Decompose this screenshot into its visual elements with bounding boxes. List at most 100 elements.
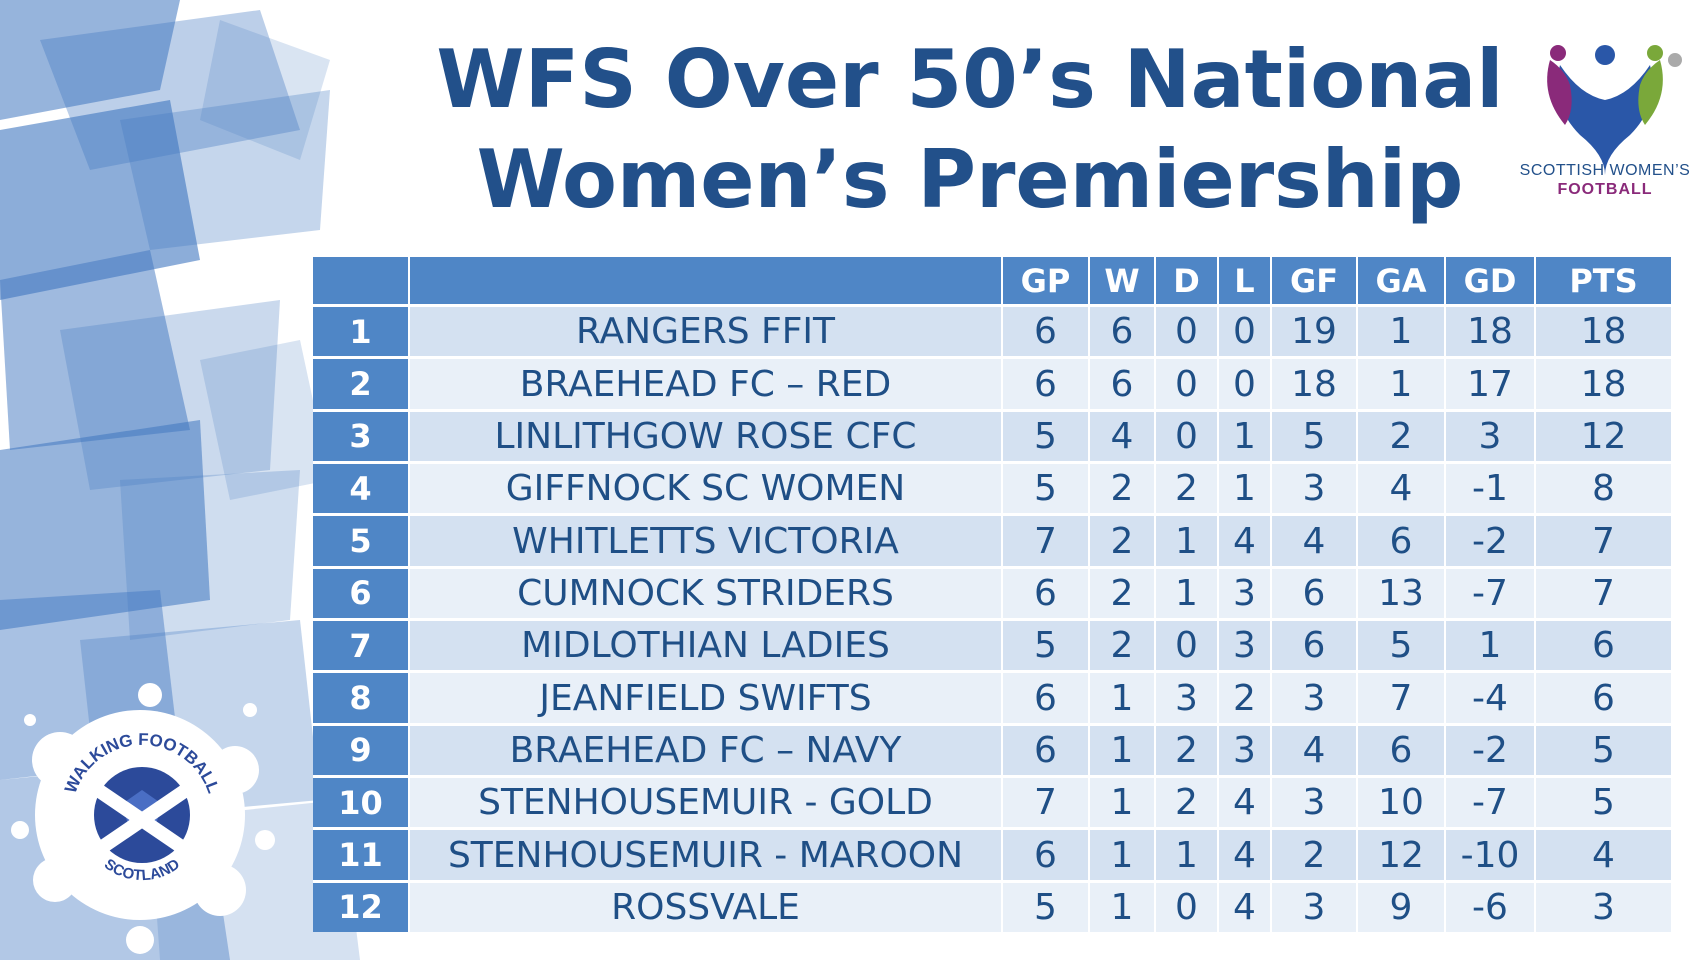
stat-cell: -2 — [1445, 513, 1536, 568]
stat-cell: 7 — [1357, 670, 1446, 725]
team-name-cell: CUMNOCK STRIDERS — [409, 565, 1003, 620]
stat-cell: 10 — [1357, 775, 1446, 829]
team-name-cell: MIDLOTHIAN LADIES — [409, 618, 1003, 672]
stat-cell: 0 — [1218, 303, 1272, 358]
column-header: GP — [1002, 257, 1090, 306]
table-row: 6 CUMNOCK STRIDERS 6 2 1 3 6 13 -7 7 — [313, 565, 1673, 620]
stat-cell: 6 — [1002, 827, 1090, 882]
stat-cell: 5 — [1271, 408, 1358, 463]
stat-cell: -7 — [1445, 565, 1536, 620]
stat-cell: 0 — [1155, 356, 1219, 411]
column-header — [409, 257, 1003, 306]
stat-cell: 1 — [1089, 879, 1156, 932]
stat-cell: 6 — [1535, 670, 1673, 725]
position-cell: 3 — [313, 408, 410, 463]
table-row: 9 BRAEHEAD FC – NAVY 6 1 2 3 4 6 -2 5 — [313, 722, 1673, 777]
position-cell: 4 — [313, 461, 410, 515]
stat-cell: 1 — [1155, 565, 1219, 620]
position-cell: 8 — [313, 670, 410, 725]
stat-cell: 12 — [1357, 827, 1446, 882]
team-name-cell: LINLITHGOW ROSE CFC — [409, 408, 1003, 463]
logo-text-line-2: FOOTBALL — [1557, 181, 1653, 198]
stat-cell: 0 — [1155, 879, 1219, 932]
stat-cell: 7 — [1535, 513, 1673, 568]
table-row: 4 GIFFNOCK SC WOMEN 5 2 2 1 3 4 -1 8 — [313, 461, 1673, 515]
stat-cell: 3 — [1445, 408, 1536, 463]
stat-cell: 2 — [1218, 670, 1272, 725]
stat-cell: 1 — [1155, 827, 1219, 882]
stat-cell: 6 — [1357, 513, 1446, 568]
stat-cell: 6 — [1002, 670, 1090, 725]
position-cell: 10 — [313, 775, 410, 829]
team-name-cell: STENHOUSEMUIR - MAROON — [409, 827, 1003, 882]
stat-cell: 3 — [1271, 670, 1358, 725]
stat-cell: 4 — [1271, 722, 1358, 777]
stat-cell: 6 — [1357, 722, 1446, 777]
stat-cell: 4 — [1357, 461, 1446, 515]
table-row: 3 LINLITHGOW ROSE CFC 5 4 0 1 5 2 3 12 — [313, 408, 1673, 463]
stat-cell: 2 — [1089, 565, 1156, 620]
logo-text-line-1: SCOTTISH WOMEN’S — [1519, 162, 1691, 179]
stat-cell: 18 — [1535, 303, 1673, 358]
stat-cell: 6 — [1271, 565, 1358, 620]
stat-cell: 6 — [1002, 356, 1090, 411]
position-cell: 12 — [313, 879, 410, 932]
position-cell: 9 — [313, 722, 410, 777]
stat-cell: 6 — [1089, 356, 1156, 411]
position-cell: 1 — [313, 303, 410, 358]
stat-cell: 7 — [1535, 565, 1673, 620]
team-name-cell: BRAEHEAD FC – NAVY — [409, 722, 1003, 777]
table-row: 10 STENHOUSEMUIR - GOLD 7 1 2 4 3 10 -7 5 — [313, 775, 1673, 829]
stat-cell: 5 — [1357, 618, 1446, 672]
stat-cell: 4 — [1218, 513, 1272, 568]
position-cell: 2 — [313, 356, 410, 411]
column-header: GD — [1445, 257, 1536, 306]
stat-cell: 3 — [1218, 618, 1272, 672]
stat-cell: 0 — [1155, 408, 1219, 463]
stat-cell: 1 — [1089, 827, 1156, 882]
column-header: GA — [1357, 257, 1446, 306]
stat-cell: 2 — [1155, 722, 1219, 777]
team-name-cell: ROSSVALE — [409, 879, 1003, 932]
stat-cell: 6 — [1535, 618, 1673, 672]
column-header: L — [1218, 257, 1272, 306]
stat-cell: 1 — [1089, 722, 1156, 777]
stat-cell: 0 — [1155, 303, 1219, 358]
decorative-background: WALKING FOOTBALL SCOTLAND — [0, 0, 380, 960]
stat-cell: -7 — [1445, 775, 1536, 829]
stat-cell: 4 — [1218, 775, 1272, 829]
team-name-cell: GIFFNOCK SC WOMEN — [409, 461, 1003, 515]
stat-cell: 18 — [1445, 303, 1536, 358]
column-header: D — [1155, 257, 1219, 306]
stat-cell: 1 — [1218, 408, 1272, 463]
table-row: 1 RANGERS FFIT 6 6 0 0 19 1 18 18 — [313, 303, 1673, 358]
stat-cell: 6 — [1089, 303, 1156, 358]
table-row: 7 MIDLOTHIAN LADIES 5 2 0 3 6 5 1 6 — [313, 618, 1673, 672]
stat-cell: 1 — [1445, 618, 1536, 672]
stat-cell: 2 — [1089, 618, 1156, 672]
scottish-womens-football-logo-icon — [1547, 45, 1682, 175]
table-row: 8 JEANFIELD SWIFTS 6 1 3 2 3 7 -4 6 — [313, 670, 1673, 725]
stat-cell: 4 — [1089, 408, 1156, 463]
table-row: 5 WHITLETTS VICTORIA 7 2 1 4 4 6 -2 7 — [313, 513, 1673, 568]
stat-cell: 1 — [1155, 513, 1219, 568]
stat-cell: 5 — [1002, 408, 1090, 463]
column-header: GF — [1271, 257, 1358, 306]
stat-cell: 4 — [1271, 513, 1358, 568]
stat-cell: 1 — [1089, 775, 1156, 829]
stat-cell: -10 — [1445, 827, 1536, 882]
page-title: WFS Over 50’s National Women’s Premiersh… — [420, 30, 1520, 230]
stat-cell: 5 — [1535, 775, 1673, 829]
stat-cell: 2 — [1155, 461, 1219, 515]
stat-cell: -4 — [1445, 670, 1536, 725]
stat-cell: 7 — [1002, 513, 1090, 568]
stat-cell: 1 — [1218, 461, 1272, 515]
stat-cell: 19 — [1271, 303, 1358, 358]
stat-cell: 6 — [1271, 618, 1358, 672]
stat-cell: 6 — [1002, 722, 1090, 777]
stat-cell: 7 — [1002, 775, 1090, 829]
position-cell: 11 — [313, 827, 410, 882]
position-cell: 5 — [313, 513, 410, 568]
title-line-1: WFS Over 50’s National — [436, 33, 1504, 126]
stat-cell: 2 — [1089, 513, 1156, 568]
